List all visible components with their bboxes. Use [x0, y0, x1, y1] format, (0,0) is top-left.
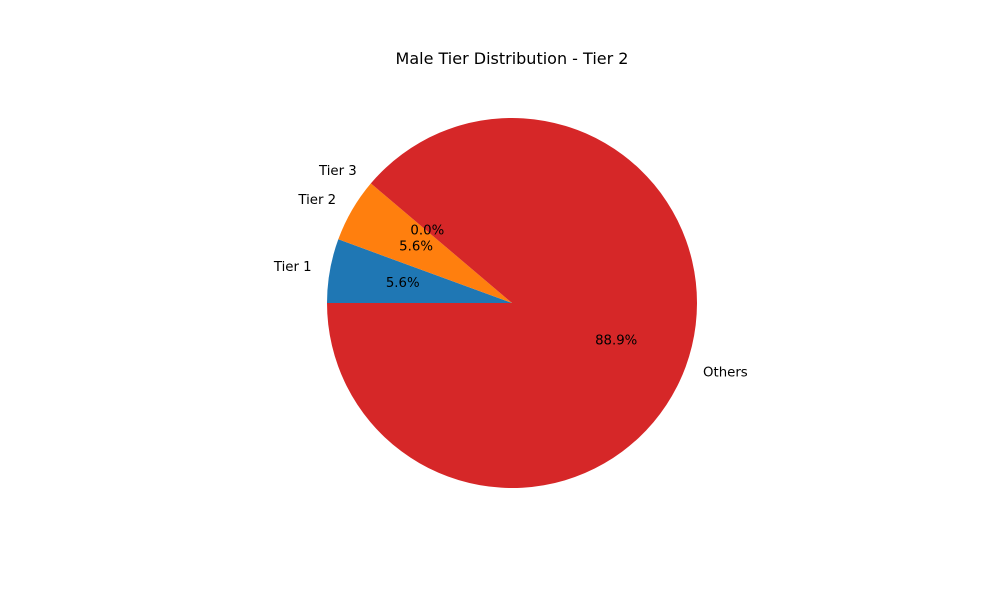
chart-title: Male Tier Distribution - Tier 2 — [396, 49, 629, 68]
pie-slice-tier-1 — [327, 239, 512, 303]
slice-label-tier-1: Tier 1 — [273, 260, 312, 275]
slice-percent-others: 88.9% — [595, 334, 637, 349]
slice-percent-tier-1: 5.6% — [386, 276, 420, 291]
pie-labels: Tier 1 5.6% Tier 2 5.6% Tier 3 0.0% Others 88.9… — [273, 164, 748, 381]
pie-slice-tier-2 — [338, 183, 512, 303]
slice-label-others: Others — [703, 366, 748, 381]
slice-label-tier-2: Tier 2 — [297, 193, 336, 208]
pie-slice-others — [327, 117, 698, 489]
slice-percent-tier-3: 0.0% — [410, 224, 444, 239]
slice-percent-tier-2: 5.6% — [399, 240, 433, 255]
pie-slices — [327, 117, 698, 489]
slice-label-tier-3: Tier 3 — [318, 164, 357, 179]
